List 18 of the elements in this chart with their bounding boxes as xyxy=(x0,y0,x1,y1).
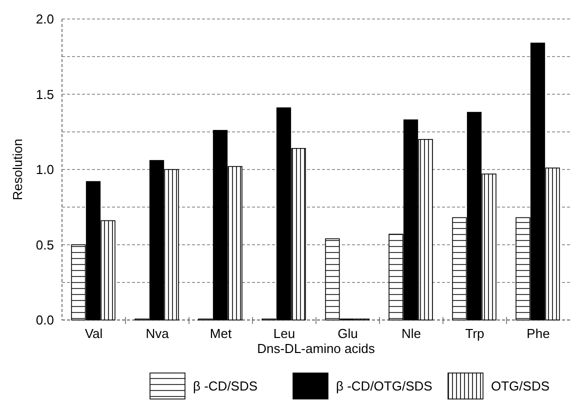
x-tick-label: Leu xyxy=(273,326,296,341)
x-tick-label: Trp xyxy=(465,326,484,341)
y-tick-label: 1.0 xyxy=(36,162,54,178)
y-axis-title: Resolution xyxy=(10,138,25,200)
x-tick-label: Nle xyxy=(401,326,422,341)
y-tick-label: 2.0 xyxy=(36,12,54,27)
x-tick-label: Phe xyxy=(526,326,550,341)
y-tick-label: 0.0 xyxy=(36,312,54,328)
legend-label: β -CD/OTG/SDS xyxy=(336,378,433,394)
legend-label: β -CD/SDS xyxy=(193,378,258,394)
y-tick-label: 0.5 xyxy=(36,237,54,252)
x-tick-label: Glu xyxy=(338,326,358,341)
x-tick-label: Met xyxy=(210,326,232,341)
x-tick-label: Val xyxy=(84,326,103,341)
y-tick-label: 1.5 xyxy=(36,86,54,102)
x-axis-title: Dns-DL-amino acids xyxy=(257,341,376,356)
legend-label: OTG/SDS xyxy=(491,378,550,394)
x-tick-label: Nva xyxy=(146,326,170,341)
